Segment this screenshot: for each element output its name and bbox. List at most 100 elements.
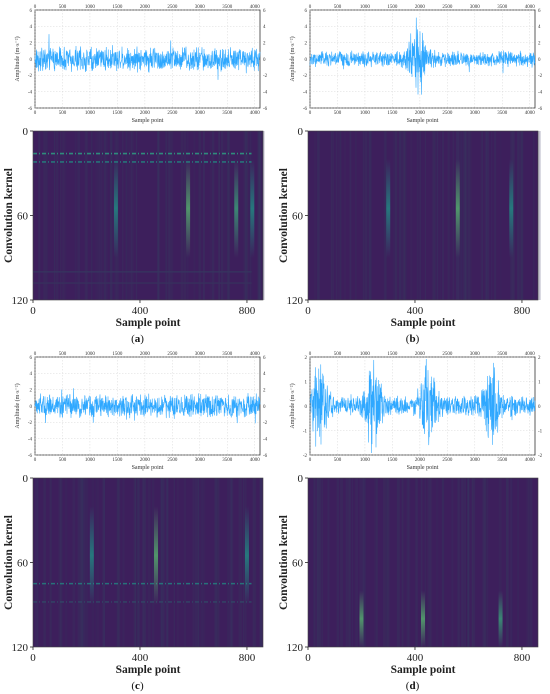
heatmap-texture-streak bbox=[202, 131, 205, 300]
heatmap-column-activation bbox=[89, 506, 94, 605]
heatmap-texture-streak bbox=[385, 478, 389, 647]
heatmap-column-activation bbox=[386, 159, 391, 258]
signal-y-tick-label: 0 bbox=[30, 58, 33, 63]
panel-b: 0 0 500 500 1000 1000 1500 1500 2000 2000 2500 2500… bbox=[275, 0, 550, 347]
heatmap-texture-streak bbox=[74, 131, 77, 300]
signal-x-tick-label: 500 bbox=[59, 111, 67, 116]
heatmap-texture-streak bbox=[401, 478, 405, 647]
heatmap-texture-streak bbox=[129, 131, 133, 300]
heatmap-texture-streak bbox=[258, 131, 260, 300]
signal-y-tick-label-right: 0 bbox=[538, 58, 541, 63]
heatmap-texture-streak bbox=[171, 131, 174, 300]
heatmap-texture-streak bbox=[103, 131, 105, 300]
heatmap-x-tick-label: 0 bbox=[30, 305, 36, 317]
heatmap-x-tick-label: 0 bbox=[305, 305, 311, 317]
signal-y-tick-label-right: 6 bbox=[263, 356, 266, 361]
signal-y-tick-label-right: 4 bbox=[263, 25, 266, 30]
signal-y-tick-label: -4 bbox=[28, 90, 33, 95]
signal-x-axis-label: Sample point bbox=[407, 465, 439, 471]
heatmap-texture-streak bbox=[316, 131, 319, 300]
heatmap-y-axis-label: Convolution kernel bbox=[3, 515, 15, 610]
heatmap-texture-streak bbox=[338, 131, 341, 300]
heatmap-texture-streak bbox=[375, 478, 378, 647]
heatmap-x-axis-label: Sample point bbox=[391, 664, 456, 676]
signal-y-tick-label: 0 bbox=[305, 58, 308, 63]
heatmap-x-tick-label: 0 bbox=[30, 652, 36, 664]
heatmap-texture-streak bbox=[385, 478, 387, 647]
heatmap-texture-streak bbox=[481, 131, 484, 300]
heatmap-texture-streak bbox=[245, 131, 247, 300]
heatmap-texture-streak bbox=[165, 131, 168, 300]
signal-x-tick-label: 4000 bbox=[250, 111, 261, 116]
heatmap-texture-streak bbox=[464, 131, 467, 300]
panel-b-svg: 0050050010001000150015002000200025002500… bbox=[278, 5, 543, 345]
heatmap-texture-streak bbox=[157, 131, 160, 300]
heatmap-texture-streak bbox=[468, 131, 471, 300]
heatmap-texture-streak bbox=[410, 131, 413, 300]
signal-y-tick-label: -2 bbox=[303, 74, 308, 79]
heatmap-texture-streak bbox=[217, 478, 220, 647]
heatmap-texture-streak bbox=[359, 478, 362, 647]
heatmap-texture-streak bbox=[532, 131, 535, 300]
heatmap-texture-streak bbox=[198, 131, 202, 300]
heatmap-background bbox=[308, 131, 538, 300]
heatmap-texture-streak bbox=[103, 478, 105, 647]
heatmap-texture-streak bbox=[258, 131, 261, 300]
heatmap-y-tick-label: 60 bbox=[292, 558, 304, 570]
heatmap-texture-streak bbox=[520, 131, 524, 300]
heatmap-texture-streak bbox=[402, 131, 406, 300]
signal-y-tick-label-right: -1 bbox=[538, 429, 543, 434]
heatmap-x-tick-label: 400 bbox=[407, 305, 424, 317]
signal-y-tick-label-right: -4 bbox=[538, 90, 543, 95]
signal-y-tick-label: -4 bbox=[28, 437, 33, 442]
signal-x-tick-label: 500 bbox=[59, 458, 67, 463]
heatmap-texture-streak bbox=[82, 478, 84, 647]
heatmap-texture-streak bbox=[160, 478, 163, 647]
heatmap-texture-streak bbox=[167, 131, 171, 300]
heatmap-texture-streak bbox=[483, 478, 487, 647]
heatmap-texture-streak bbox=[394, 131, 397, 300]
signal-y-tick-label: -4 bbox=[303, 90, 308, 95]
signal-y-tick-label-right: 2 bbox=[263, 41, 266, 46]
signal-x-tick-label-top: 1500 bbox=[387, 5, 398, 10]
heatmap-texture-streak bbox=[396, 131, 398, 300]
heatmap-y-tick-label: 60 bbox=[292, 211, 304, 223]
heatmap-texture-streak bbox=[451, 478, 454, 647]
signal-series-line bbox=[309, 17, 536, 95]
heatmap-texture-streak bbox=[364, 478, 367, 647]
panel-label: (d) bbox=[406, 680, 420, 692]
heatmap-texture-streak bbox=[257, 131, 260, 300]
heatmap-texture-streak bbox=[345, 478, 348, 647]
signal-x-tick-label-top: 3500 bbox=[497, 5, 508, 10]
signal-x-tick-label-top: 2000 bbox=[140, 5, 151, 10]
heatmap-y-tick-label: 0 bbox=[23, 473, 29, 485]
heatmap-x-tick-label: 400 bbox=[132, 305, 149, 317]
heatmap-texture-streak bbox=[464, 131, 468, 300]
heatmap-y-tick-label: 120 bbox=[287, 642, 304, 654]
heatmap-texture-streak bbox=[346, 478, 350, 647]
heatmap-texture-streak bbox=[442, 478, 444, 647]
heatmap-texture-streak bbox=[198, 131, 201, 300]
signal-y-axis-label: Amplitude (m·s⁻²) bbox=[289, 36, 296, 81]
heatmap-texture-streak bbox=[194, 478, 198, 647]
heatmap-texture-streak bbox=[406, 478, 408, 647]
heatmap-texture-streak bbox=[460, 478, 463, 647]
heatmap-texture-streak bbox=[319, 478, 321, 647]
heatmap-texture-streak bbox=[349, 478, 351, 647]
signal-x-tick-label-top: 3500 bbox=[222, 352, 233, 357]
heatmap-texture-streak bbox=[469, 131, 472, 300]
heatmap-texture-streak bbox=[90, 131, 93, 300]
signal-y-tick-label: 4 bbox=[30, 25, 33, 30]
heatmap-texture-streak bbox=[416, 131, 419, 300]
heatmap-texture-streak bbox=[121, 131, 124, 300]
heatmap-texture-streak bbox=[537, 131, 541, 300]
heatmap-texture-streak bbox=[58, 478, 62, 647]
heatmap-texture-streak bbox=[355, 131, 357, 300]
signal-series-line bbox=[34, 34, 261, 80]
heatmap-x-tick-label: 400 bbox=[132, 652, 149, 664]
heatmap-texture-streak bbox=[529, 478, 533, 647]
signal-y-tick-label: 1 bbox=[305, 380, 308, 385]
heatmap-texture-streak bbox=[482, 478, 486, 647]
heatmap-column-activation bbox=[498, 590, 503, 647]
heatmap-column-activation bbox=[509, 159, 514, 258]
